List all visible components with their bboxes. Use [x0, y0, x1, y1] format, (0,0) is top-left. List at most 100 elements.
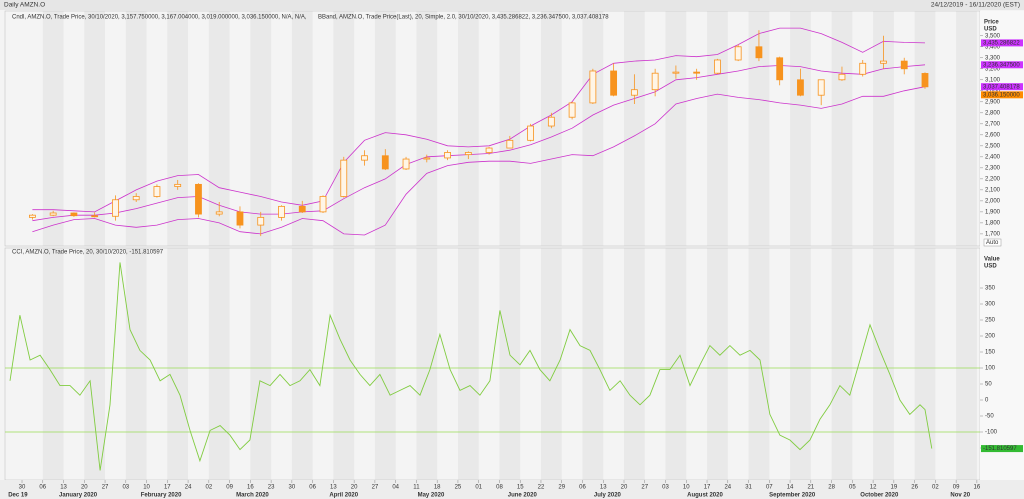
candle-body — [506, 139, 514, 149]
x-tick-label: 18 — [434, 485, 441, 491]
auto-label: Auto — [986, 240, 999, 246]
x-tick-label: 17 — [704, 485, 711, 491]
candle-body — [381, 155, 389, 170]
candle-body — [444, 152, 451, 159]
x-tick-label: 12 — [870, 485, 877, 491]
candle-body — [527, 125, 534, 141]
header-range: 24/12/2019 - 16/11/2020 (EST) — [931, 2, 1020, 9]
y-tick-label: 3,500 — [985, 33, 1001, 39]
x-tick-label: 27 — [102, 485, 109, 491]
week-stripe — [374, 248, 396, 480]
value-tag-label: 3,037.408178 — [983, 84, 1020, 90]
x-tick-label: 25 — [455, 485, 462, 491]
candle-body — [174, 183, 182, 187]
candle-body — [29, 214, 36, 218]
week-stripe — [125, 11, 147, 246]
candle-body — [70, 212, 78, 217]
y-tick-label: 2,600 — [985, 132, 1001, 138]
candle-body — [817, 79, 825, 96]
week-stripe — [624, 248, 645, 480]
y-tick-label: 2,100 — [985, 187, 1001, 193]
bband-lower — [32, 86, 926, 236]
y-tick-label: -100 — [985, 430, 998, 436]
x-tick-label: 20 — [621, 485, 628, 491]
x-tick-label: 20 — [81, 485, 88, 491]
week-stripe — [499, 11, 521, 246]
week-stripe — [748, 11, 770, 246]
week-stripe — [582, 11, 604, 246]
candle-body — [402, 158, 410, 170]
x-tick-label: 02 — [932, 485, 939, 491]
week-stripe — [125, 248, 147, 480]
x-tick-label: 31 — [745, 485, 752, 491]
week-stripe — [42, 248, 64, 480]
y-tick-label: 1,900 — [985, 209, 1001, 215]
month-label: June 2020 — [508, 493, 538, 499]
candle-body — [112, 199, 119, 217]
month-label: February 2020 — [141, 493, 182, 499]
month-label: September 2020 — [769, 493, 816, 499]
week-stripe — [250, 248, 272, 480]
week-stripe — [374, 11, 396, 246]
candle-body — [257, 216, 265, 226]
value-tag-label: -151.810597 — [983, 446, 1017, 452]
month-label: July 2020 — [594, 493, 622, 499]
week-stripe — [707, 11, 728, 246]
week-stripe — [333, 248, 355, 480]
week-stripe — [914, 248, 936, 480]
x-tick-label: 08 — [496, 485, 503, 491]
candle-body — [776, 57, 784, 81]
y-tick-label: 2,700 — [985, 121, 1001, 127]
x-tick-label: 19 — [891, 485, 898, 491]
candle-body — [734, 46, 742, 61]
bband-middle — [32, 64, 926, 222]
week-stripe — [499, 248, 521, 480]
candle-body — [464, 152, 472, 156]
x-tick-label: 15 — [517, 485, 524, 491]
y-tick-label: 350 — [985, 286, 996, 292]
candle-body — [838, 73, 846, 81]
month-label: October 2020 — [860, 493, 899, 499]
value-tag — [981, 83, 1023, 91]
week-stripe — [42, 11, 64, 246]
candle-body — [568, 102, 576, 118]
auto-button[interactable] — [983, 238, 1002, 247]
x-tick-label: 20 — [351, 485, 358, 491]
week-stripe — [291, 11, 313, 246]
week-stripe — [624, 11, 645, 246]
candle-body — [672, 71, 680, 74]
x-tick-label: 09 — [226, 485, 233, 491]
x-tick-label: 24 — [185, 485, 192, 491]
y-tick-label: 1,800 — [985, 220, 1001, 226]
bband-upper — [32, 27, 926, 213]
legend-item: CCI, AMZN.O, Trade Price, 20, 30/10/2020… — [12, 250, 164, 256]
x-tick-label: 06 — [579, 485, 586, 491]
week-stripe — [540, 248, 562, 480]
month-label: May 2020 — [418, 493, 445, 499]
week-stripe — [831, 11, 853, 246]
x-tick-label: 06 — [309, 485, 316, 491]
x-tick-label: 27 — [372, 485, 379, 491]
header-title: Daily AMZN.O — [4, 2, 45, 9]
week-stripe — [790, 248, 811, 480]
candle-body — [610, 70, 618, 96]
axis-title: Value — [984, 257, 1000, 263]
x-tick-label: 16 — [247, 485, 254, 491]
x-tick-label: 22 — [538, 485, 545, 491]
candle-body — [153, 186, 161, 197]
candle-body — [91, 215, 99, 218]
x-tick-label: 09 — [953, 485, 960, 491]
value-tag — [981, 91, 1023, 99]
week-stripe — [167, 248, 189, 480]
x-tick-label: 23 — [268, 485, 275, 491]
candle-body — [714, 59, 721, 74]
y-tick-label: 2,300 — [985, 165, 1001, 171]
month-label: April 2020 — [329, 493, 358, 499]
y-tick-label: 2,400 — [985, 154, 1001, 160]
candle-body — [755, 46, 763, 59]
x-tick-label: 27 — [641, 485, 648, 491]
y-tick-label: 200 — [985, 334, 996, 340]
month-label: August 2020 — [687, 493, 723, 499]
week-stripe — [208, 248, 230, 480]
y-tick-label: 300 — [985, 302, 996, 308]
